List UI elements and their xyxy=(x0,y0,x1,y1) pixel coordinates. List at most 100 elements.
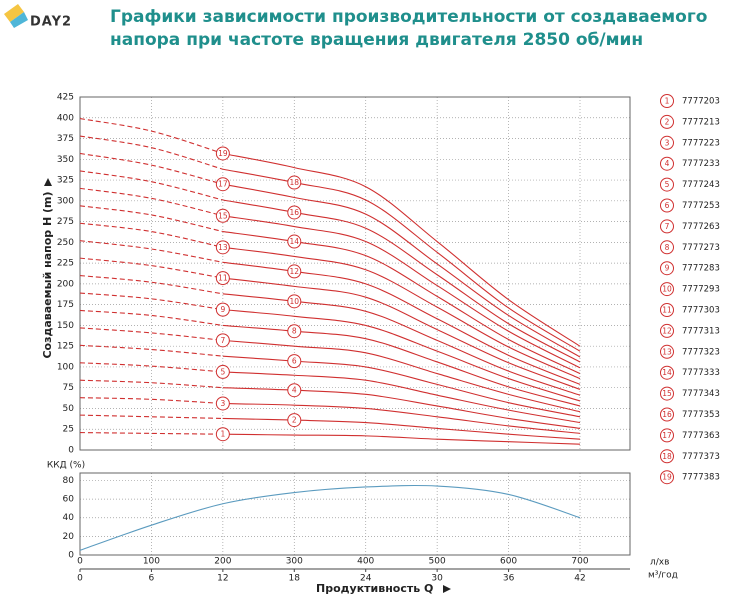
legend-label: 7777273 xyxy=(682,243,720,253)
curve-label: 12 xyxy=(290,267,300,276)
legend-label: 7777323 xyxy=(682,347,720,357)
legend-number: 8 xyxy=(665,243,670,252)
curve-label: 13 xyxy=(218,243,228,252)
y-tick-label: 60 xyxy=(63,495,75,505)
series-line xyxy=(79,309,223,326)
legend-number: 12 xyxy=(662,326,672,335)
legend-number: 1 xyxy=(665,97,670,106)
series-line xyxy=(79,118,224,155)
legend-label: 7777203 xyxy=(682,97,720,107)
y-tick-label: 150 xyxy=(57,321,74,331)
curve-marker xyxy=(215,177,230,192)
x-tick-label: 500 xyxy=(429,557,446,567)
legend-number: 19 xyxy=(662,473,672,482)
arrow xyxy=(44,178,52,186)
series-line xyxy=(79,152,223,185)
legend-number: 14 xyxy=(662,368,672,377)
curve-label: 14 xyxy=(290,237,300,246)
legend-label: 7777353 xyxy=(682,410,720,420)
curve-label: 17 xyxy=(218,180,228,189)
logo-mark xyxy=(4,4,24,22)
y-axis-label: ККД (%) xyxy=(47,461,85,471)
curve-marker xyxy=(287,264,302,279)
x2-tick-label: 6 xyxy=(149,574,155,584)
legend-label: 7777223 xyxy=(682,138,720,148)
legend-marker xyxy=(660,114,674,129)
series-line xyxy=(79,344,223,357)
curve-label: 1 xyxy=(220,430,225,439)
series-line xyxy=(79,397,223,405)
y-tick-label: 350 xyxy=(57,155,74,165)
y-tick-label: 175 xyxy=(57,300,74,310)
legend-number: 6 xyxy=(665,201,670,210)
legend-marker xyxy=(660,135,674,150)
curve-label: 15 xyxy=(218,211,228,220)
series-line xyxy=(222,371,581,424)
legend-number: 7 xyxy=(665,222,670,231)
x-tick-label: 600 xyxy=(500,557,517,567)
curve-label: 9 xyxy=(220,305,225,314)
series-line xyxy=(79,257,223,279)
y-tick-label: 40 xyxy=(63,513,75,523)
legend-marker xyxy=(660,303,674,317)
y-tick-label: 200 xyxy=(57,279,74,289)
legend-label: 7777303 xyxy=(682,306,720,316)
y-tick-label: 325 xyxy=(57,176,74,186)
x-tick-label: 100 xyxy=(143,557,160,567)
series-line xyxy=(222,231,581,375)
series-line xyxy=(222,387,581,429)
y-tick-label: 75 xyxy=(63,383,74,393)
x2-tick-label: 42 xyxy=(574,574,585,584)
legend-number: 3 xyxy=(665,138,670,147)
curve-label: 18 xyxy=(290,178,300,187)
y-tick-label: 50 xyxy=(63,404,75,414)
curve-label: 11 xyxy=(218,274,228,283)
legend-marker xyxy=(660,240,674,255)
y-tick-label: 125 xyxy=(57,342,74,352)
x-tick-label: 200 xyxy=(214,557,231,567)
series-line xyxy=(79,275,223,295)
x-tick-label: 0 xyxy=(77,557,83,567)
y-tick-label: 225 xyxy=(57,259,74,269)
x2-tick-label: 30 xyxy=(431,574,443,584)
arrow xyxy=(443,585,451,593)
curve-marker xyxy=(287,294,302,309)
series-line xyxy=(222,168,581,352)
x2-tick-label: 0 xyxy=(77,574,83,584)
legend-label: 7777333 xyxy=(682,368,720,378)
curve-label: 4 xyxy=(292,386,297,395)
legend-label: 7777293 xyxy=(682,285,720,295)
series-line xyxy=(79,414,223,419)
y-tick-label: 0 xyxy=(68,551,74,561)
curve-label: 16 xyxy=(290,208,300,217)
legend-marker xyxy=(660,156,674,171)
curve-label: 5 xyxy=(220,367,225,376)
series-line xyxy=(79,432,223,435)
series-line xyxy=(222,355,581,418)
series-line xyxy=(79,187,223,217)
series-line xyxy=(222,152,581,347)
series-line xyxy=(79,292,223,311)
curve-label: 3 xyxy=(220,399,225,408)
curve-marker xyxy=(215,146,230,161)
curve-label: 10 xyxy=(290,297,300,306)
legend-marker xyxy=(660,344,674,359)
legend-number: 15 xyxy=(662,389,672,398)
legend-label: 7777213 xyxy=(682,117,720,127)
curve-marker xyxy=(215,333,230,348)
x2-tick-label: 36 xyxy=(503,574,515,584)
plot-frame xyxy=(79,96,631,451)
curve-marker xyxy=(215,396,230,411)
curve-label: 19 xyxy=(218,149,228,158)
x2-tick-label: 24 xyxy=(360,574,372,584)
series-line xyxy=(79,379,223,389)
legend-number: 16 xyxy=(662,410,672,419)
curve-label: 8 xyxy=(292,327,297,336)
series-line xyxy=(222,433,581,445)
legend-number: 17 xyxy=(662,431,672,440)
legend-marker xyxy=(660,470,674,485)
curve-marker xyxy=(287,383,302,398)
title: Графики зависимости производительности о… xyxy=(110,7,707,27)
series-line xyxy=(79,362,223,373)
x2-tick-label: 12 xyxy=(217,574,228,584)
